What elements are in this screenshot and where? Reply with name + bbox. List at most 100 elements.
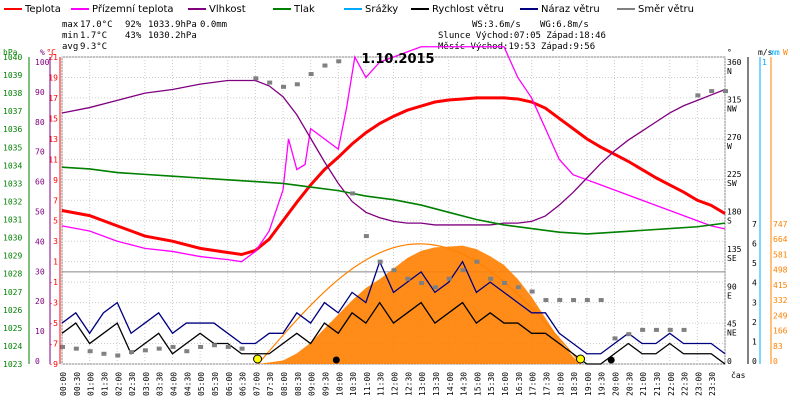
axis-hpa-tick: 1033 [3,179,22,188]
x-tick-label: 12:30 [404,372,413,396]
axis-temp-tick: -3 [48,299,58,308]
x-tick-label: 18:30 [570,372,579,396]
legend-entry: Vlhkost [209,4,246,15]
stat-avg-temp: 9.3°C [80,42,107,52]
x-tick-label: 15:00 [473,372,482,396]
axis-ms-tick: 1 [752,337,757,346]
x-tick-label: 00:30 [73,372,82,396]
legend-entry: Náraz větru [541,3,600,15]
axis-ms-tick: 7 [752,220,757,229]
series-line-teplota [61,96,726,257]
axis-pct-tick: 50 [35,208,45,217]
axis-pct-tick: 80 [35,118,45,127]
wind-direction-point [515,285,521,290]
solar-area [257,243,582,365]
axis-dir-card: SW [727,179,737,188]
axis-dir-deg: 90 [727,282,737,291]
wind-direction-point [115,353,121,358]
legend-entry: Srážky [365,3,398,15]
wind-direction-point [432,285,438,290]
x-tick-label: 05:30 [211,372,220,396]
wind-direction-point [101,351,107,356]
stat-max-label: max [62,20,79,30]
x-tick-label: 05:00 [197,372,206,396]
x-tick-label: 13:30 [432,372,441,396]
x-tick-label: 20:00 [612,372,621,396]
axes: hPa1023102410251026102710281029103010311… [3,48,788,396]
stat-min-temp: 1.7°C [80,31,107,41]
axis-temp-tick: 9 [53,176,58,185]
axis-temp-tick: 17 [48,94,58,103]
sunset-marker [576,354,586,364]
stat-min-press: 1030.2hPa [148,31,197,41]
series-line-přízemní-teplota [61,46,726,263]
wind-direction-point [529,289,535,294]
axis-pct-tick: 60 [35,178,45,187]
axis-wm2-tick: 249 [773,311,788,320]
axis-hpa-tick: 1039 [3,71,22,80]
axis-hpa-tick: 1023 [3,360,22,369]
wind-direction-point [198,344,204,349]
axis-wm2-unit: W [783,48,788,57]
wind-direction-point [723,89,728,94]
axis-ms-tick: 5 [752,259,757,268]
wind-direction-point [267,80,273,85]
wind-direction-point [446,276,452,281]
x-tick-label: 11:30 [377,372,386,396]
x-tick-label: 04:00 [170,372,179,396]
axis-hpa-tick: 1030 [3,234,22,243]
x-tick-label: 09:00 [308,372,317,396]
chart-title: 1.10.2015 [361,52,434,67]
axis-temp-tick: 3 [53,237,58,246]
axis-hpa-tick: 1035 [3,143,22,152]
axis-ms-tick: 6 [752,240,757,249]
solar-radiation-area [258,245,582,364]
x-tick-label: 07:00 [252,372,261,396]
legend-entry: Teplota [24,4,61,15]
x-tick-label: 20:30 [625,372,634,396]
series-line-rychlost-větru [61,301,726,365]
solar-theoretical-arc [257,243,580,365]
wind-direction-point [308,72,314,77]
axis-pct-tick: 10 [35,327,45,336]
x-tick-label: 14:30 [460,372,469,396]
wind-direction-point [225,344,231,349]
x-tick-label: 15:30 [487,372,496,396]
stats-block: max 17.0°C 92% 1033.9hPa 0.0mm min 1.7°C 43% 103… [62,20,606,52]
x-tick-label: 13:00 [418,372,427,396]
axis-wm2-tick: 498 [773,266,788,275]
x-tick-label: 23:00 [694,372,703,396]
x-tick-label: 06:30 [239,372,248,396]
stat-max-temp: 17.0°C [80,20,113,30]
axis-dir-card: E [727,291,732,300]
wind-direction-point [598,298,604,303]
axis-dir-card: NE [727,329,737,338]
axis-ms-tick: 4 [752,279,757,288]
wind-direction-point [129,350,135,355]
axis-dir-unit: ° [727,48,732,57]
axis-ms-tick: 3 [752,298,757,307]
axis-hpa-unit: hPa [3,48,18,57]
axis-pct-tick: 20 [35,297,45,306]
wind-direction-point [281,84,286,89]
wind-direction-point [667,327,673,332]
series-line-náraz-větru [61,259,726,355]
axis-dir-deg: 45 [727,320,737,329]
axis-pct-tick: 100 [35,58,50,67]
wind-direction-point [571,298,577,303]
axis-hpa-tick: 1029 [3,252,22,261]
wind-direction-point [640,327,646,332]
axis-hpa-tick: 1032 [3,197,22,206]
axis-dir-deg: 0 [727,357,732,366]
stat-min-hum: 43% [125,31,142,41]
axis-pct-tick: 90 [35,88,45,97]
axis-wm2-tick: 83 [773,342,783,351]
x-tick-label: 02:00 [114,372,123,396]
x-tick-label: 12:00 [391,372,400,396]
wind-direction-point [460,268,466,273]
x-tick-label: 11:00 [363,372,372,396]
x-tick-label: 07:30 [266,372,275,396]
wind-direction-point [239,346,245,351]
wind-direction-point [294,82,300,87]
